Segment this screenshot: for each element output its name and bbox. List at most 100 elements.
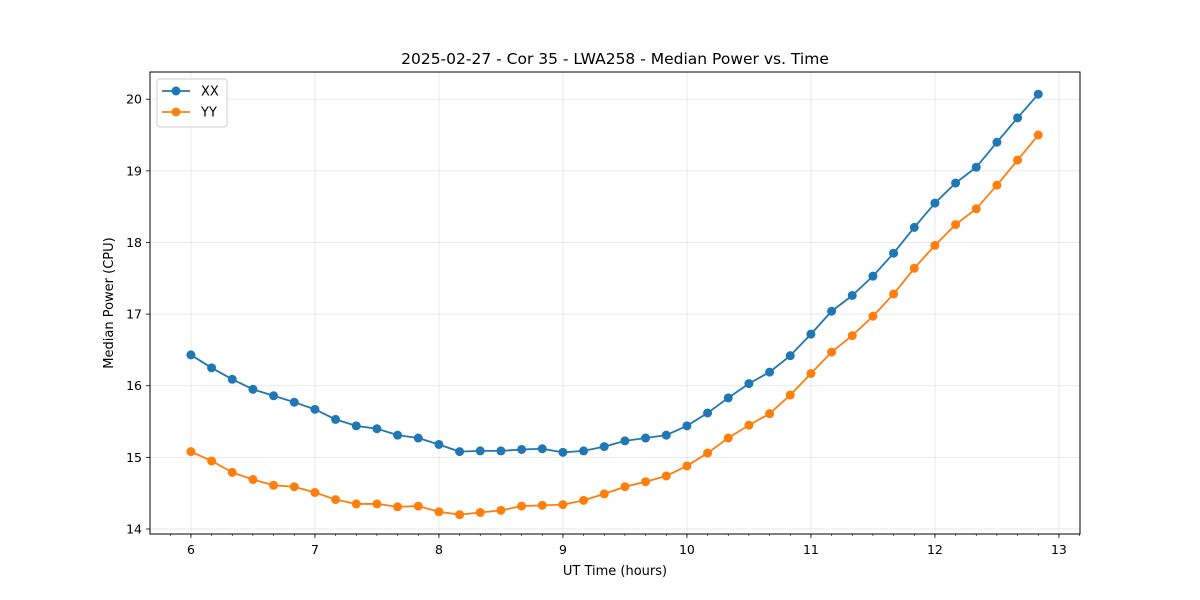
plot-frame (149, 71, 1081, 535)
x-axis-label: UT Time (hours) (563, 564, 667, 579)
data-point-xx (475, 446, 485, 456)
data-point-yy (579, 495, 589, 505)
data-point-xx (289, 397, 299, 407)
data-point-yy (703, 448, 713, 458)
data-point-yy (806, 369, 816, 379)
data-point-xx (537, 444, 547, 454)
y-tick-label: 15 (126, 450, 142, 465)
data-point-xx (661, 430, 671, 440)
legend-marker-yy (171, 107, 181, 117)
data-point-yy (827, 347, 837, 357)
data-point-yy (393, 502, 403, 512)
data-point-yy (248, 475, 258, 485)
data-point-xx (723, 393, 733, 403)
data-point-xx (434, 439, 444, 449)
data-point-xx (186, 350, 196, 360)
x-tick-label: 6 (187, 542, 195, 557)
data-point-yy (847, 331, 857, 341)
axes: 6 7 8 9 10 11 12 13 14 15 16 17 18 19 20 (126, 92, 1080, 557)
data-point-xx (248, 384, 258, 394)
data-point-yy (413, 501, 423, 511)
data-point-yy (475, 508, 485, 518)
y-tick-label: 19 (126, 163, 142, 178)
data-point-yy (785, 390, 795, 400)
chart-title: 2025-02-27 - Cor 35 - LWA258 - Median Po… (401, 50, 829, 68)
data-point-yy (289, 482, 299, 492)
data-point-yy (434, 507, 444, 517)
data-point-yy (537, 500, 547, 510)
data-point-xx (868, 271, 878, 281)
data-point-xx (992, 137, 1002, 147)
y-tick-label: 17 (126, 307, 142, 322)
data-point-xx (806, 329, 816, 339)
data-point-yy (1033, 130, 1043, 140)
data-point-yy (331, 495, 341, 505)
data-point-xx (372, 424, 382, 434)
y-tick-label: 18 (126, 235, 142, 250)
data-point-yy (620, 482, 630, 492)
data-point-yy (723, 433, 733, 443)
data-point-yy (744, 420, 754, 430)
x-tick-label: 12 (927, 542, 943, 557)
data-point-yy (971, 204, 981, 214)
data-point-yy (186, 447, 196, 457)
x-tick-label: 7 (311, 542, 319, 557)
data-point-xx (951, 178, 961, 188)
data-point-xx (930, 198, 940, 208)
data-point-yy (372, 499, 382, 509)
data-point-xx (207, 363, 217, 373)
data-point-xx (765, 367, 775, 377)
data-point-yy (909, 263, 919, 273)
data-point-xx (827, 306, 837, 316)
data-point-xx (331, 414, 341, 424)
data-point-xx (269, 391, 279, 401)
data-point-yy (641, 477, 651, 487)
data-point-yy (496, 505, 506, 515)
data-point-xx (889, 248, 899, 258)
data-point-xx (971, 162, 981, 172)
y-tick-label: 16 (126, 378, 142, 393)
data-point-yy (455, 510, 465, 520)
x-tick-label: 10 (679, 542, 695, 557)
data-point-xx (1033, 89, 1043, 99)
y-tick-label: 14 (126, 521, 142, 536)
data-point-yy (951, 220, 961, 230)
data-point-yy (558, 500, 568, 510)
data-point-yy (517, 501, 527, 511)
legend-label-yy: YY (200, 106, 217, 121)
series-layer (186, 89, 1043, 520)
data-point-xx (310, 404, 320, 414)
data-point-xx (351, 421, 361, 431)
y-axis-label: Median Power (CPU) (102, 237, 117, 368)
data-point-xx (909, 222, 919, 232)
data-point-xx (785, 351, 795, 361)
plot-area (150, 72, 1080, 534)
data-point-yy (868, 311, 878, 321)
data-point-xx (682, 421, 692, 431)
data-point-yy (889, 289, 899, 299)
data-point-yy (765, 409, 775, 419)
data-point-yy (310, 487, 320, 497)
data-point-xx (847, 290, 857, 300)
data-point-xx (703, 408, 713, 418)
x-tick-label: 11 (803, 542, 819, 557)
data-point-xx (1013, 113, 1023, 123)
data-point-xx (599, 442, 609, 452)
data-point-yy (269, 480, 279, 490)
data-point-xx (227, 374, 237, 384)
data-point-yy (682, 461, 692, 471)
data-point-xx (455, 447, 465, 457)
data-point-yy (930, 240, 940, 250)
data-point-yy (992, 180, 1002, 190)
data-point-xx (579, 446, 589, 456)
legend: XX YY (156, 78, 228, 128)
grid (150, 72, 1080, 534)
legend-marker-xx (171, 86, 181, 96)
legend-label-xx: XX (201, 85, 219, 100)
data-point-xx (744, 379, 754, 389)
series-yy (186, 130, 1043, 520)
x-tick-label: 8 (435, 542, 443, 557)
data-point-yy (227, 467, 237, 477)
y-tick-label: 20 (126, 92, 142, 107)
